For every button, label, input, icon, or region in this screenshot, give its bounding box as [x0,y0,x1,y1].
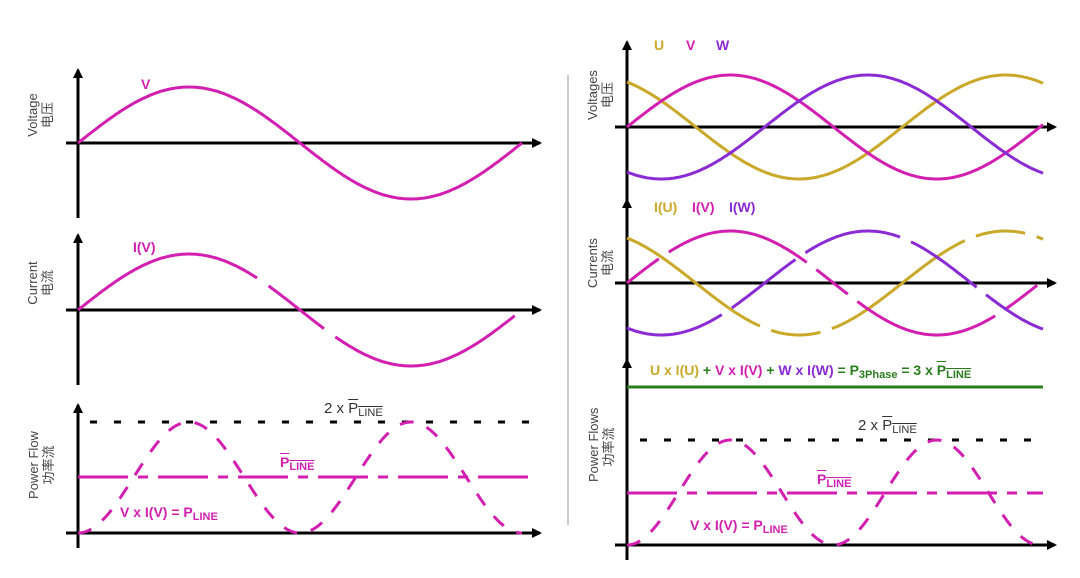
left-2x-pline-label: 2 x PLINE [324,400,383,419]
current-u-curve [626,229,1044,337]
left-power-ylabel: Power Flow 功率流 [26,431,56,499]
label-w: W [716,37,730,53]
voltage-v-curve [626,73,1044,181]
left-power-curve [77,420,523,535]
voltage-u-curve [626,73,1044,181]
current-v-curve [626,229,1044,337]
left-product-label: V x I(V) = PLINE [120,504,218,523]
right-voltage-ylabel: Voltages 电压 [585,70,615,120]
right-power-curve [626,438,1044,547]
current-iv-label: I(V) [133,239,156,255]
right-product-label: V x I(V) = PLINE [690,517,788,536]
left-voltage-ylabel: Voltage 电压 [25,93,55,137]
left-pline-avg-label: PLINE [280,454,315,473]
left-current-ylabel: Current 电流 [25,261,55,305]
label-iu: I(U) [654,199,678,215]
left-voltage-curve [77,85,523,201]
right-current-ylabel: Currents 电流 [585,238,615,288]
label-v: V [686,37,696,53]
right-2x-pline-label: 2 x PLINE [858,417,917,436]
right-power-ylabel: Power Flows 功率流 [586,407,616,482]
label-iv: I(V) [692,199,715,215]
right-pline-avg-label: PLINE [817,471,852,490]
label-u: U [654,37,665,53]
current-w-curve [626,229,1044,337]
label-iw: I(W) [729,199,756,215]
three-phase-equation: U x I(U) + V x I(V) + W x I(W) = P3Phase… [650,362,972,381]
left-current-curve [77,252,523,368]
voltage-v-label: V [141,76,151,92]
voltage-w-curve [626,73,1044,181]
